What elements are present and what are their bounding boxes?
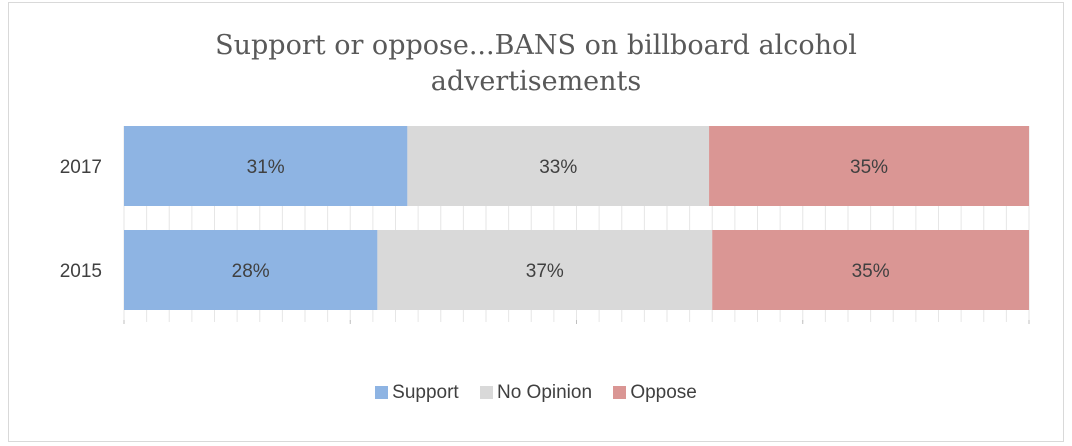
bar-oppose-2017 — [709, 126, 1029, 206]
chart-title-line-1: Support or oppose...BANS on billboard al… — [215, 30, 857, 61]
legend-item-no-opinion: No Opinion — [479, 382, 593, 404]
category-label-2015: 2015 — [60, 261, 102, 282]
legend-label-no-opinion: No Opinion — [496, 382, 593, 403]
data-label-support-2017: 31% — [247, 157, 285, 178]
legend-swatch-support — [375, 386, 389, 399]
chart-title-line-2: advertisements — [430, 66, 642, 97]
legend-swatch-oppose — [613, 386, 627, 399]
chart-frame — [8, 2, 1064, 442]
legend-label-support: Support — [392, 382, 459, 403]
data-label-oppose-2015: 35% — [852, 261, 890, 282]
bar-no-opinion-2015 — [377, 230, 713, 310]
bar-oppose-2015 — [712, 230, 1029, 310]
legend-swatch-no-opinion — [479, 386, 493, 399]
legend-label-oppose: Oppose — [630, 382, 697, 403]
legend: Support No Opinion Oppose — [0, 382, 1072, 404]
bar-support-2017 — [124, 126, 408, 206]
data-label-support-2015: 28% — [232, 261, 270, 282]
data-label-no-opinion-2017: 33% — [539, 157, 577, 178]
category-label-2017: 2017 — [60, 157, 102, 178]
data-label-no-opinion-2015: 37% — [526, 261, 564, 282]
bar-no-opinion-2017 — [407, 126, 710, 206]
legend-item-support: Support — [375, 382, 459, 404]
data-label-oppose-2017: 35% — [850, 157, 888, 178]
chart-title: Support or oppose...BANS on billboard al… — [0, 28, 1072, 100]
legend-item-oppose: Oppose — [613, 382, 697, 404]
bar-support-2015 — [124, 230, 378, 310]
